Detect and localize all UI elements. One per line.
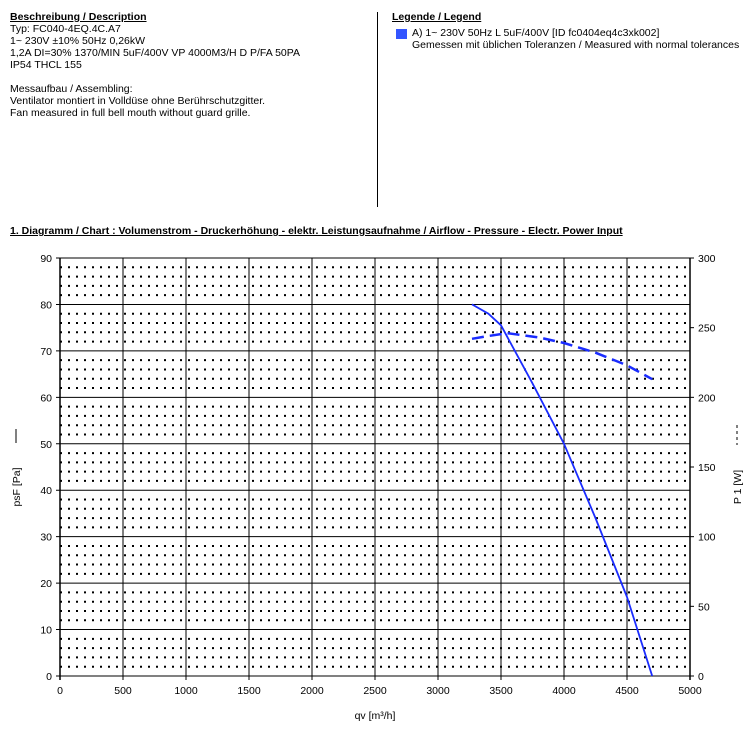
assembly-line: Ventilator montiert in Volldüse ohne Ber… — [10, 95, 266, 107]
legend-swatch — [396, 29, 407, 39]
x-tick-label: 4000 — [552, 685, 576, 697]
y-tick-label: 40 — [40, 485, 52, 497]
y-tick-label: 50 — [40, 439, 52, 451]
x-tick-label: 4500 — [615, 685, 639, 697]
y2-tick-label: 100 — [698, 532, 716, 544]
y2-tick-label: 0 — [698, 671, 704, 683]
x-tick-label: 2000 — [300, 685, 324, 697]
legend-note: Gemessen mit üblichen Toleranzen / Measu… — [412, 39, 740, 51]
x-tick-label: 1500 — [237, 685, 261, 697]
assembly-heading: Messaufbau / Assembling: — [10, 83, 133, 95]
y-tick-label: 90 — [40, 253, 52, 265]
description-line: IP54 THCL 155 — [10, 59, 82, 71]
y-tick-label: 60 — [40, 392, 52, 404]
y2-tick-label: 150 — [698, 462, 716, 474]
divider — [377, 12, 378, 207]
y-tick-label: 80 — [40, 299, 52, 311]
x-tick-label: 0 — [57, 685, 63, 697]
y-tick-label: 30 — [40, 532, 52, 544]
y-axis-label: psF [Pa] — [11, 467, 23, 506]
x-tick-label: 3500 — [489, 685, 513, 697]
y2-axis-label: P 1 [W] — [732, 470, 744, 504]
y-tick-label: 10 — [40, 625, 52, 637]
y2-tick-label: 300 — [698, 253, 716, 265]
description-heading: Beschreibung / Description — [10, 11, 147, 23]
assembly-line: Fan measured in full bell mouth without … — [10, 107, 251, 119]
chart-title: 1. Diagramm / Chart : Volumenstrom - Dru… — [10, 225, 623, 237]
legend-entry: A) 1~ 230V 50Hz L 5uF/400V [ID fc0404eq4… — [412, 27, 660, 39]
x-axis-label: qv [m³/h] — [355, 710, 396, 722]
y-tick-label: 20 — [40, 578, 52, 590]
y2-tick-label: 250 — [698, 323, 716, 335]
x-tick-label: 500 — [114, 685, 132, 697]
description-line: Typ: FC040-4EQ.4C.A7 — [10, 23, 121, 35]
pressure-curve — [471, 303, 654, 677]
x-tick-label: 5000 — [678, 685, 702, 697]
x-tick-label: 2500 — [363, 685, 387, 697]
y-tick-label: 70 — [40, 346, 52, 358]
x-tick-label: 3000 — [426, 685, 450, 697]
description-line: 1~ 230V ±10% 50Hz 0,26kW — [10, 35, 146, 47]
description-line: 1,2A DI=30% 1370/MIN 5uF/400V VP 4000M3/… — [10, 47, 300, 59]
y-tick-label: 0 — [46, 671, 52, 683]
legend-heading: Legende / Legend — [392, 11, 482, 23]
x-tick-label: 1000 — [174, 685, 198, 697]
y2-tick-label: 50 — [698, 601, 710, 613]
power-curve — [471, 331, 653, 381]
y2-tick-label: 200 — [698, 392, 716, 404]
